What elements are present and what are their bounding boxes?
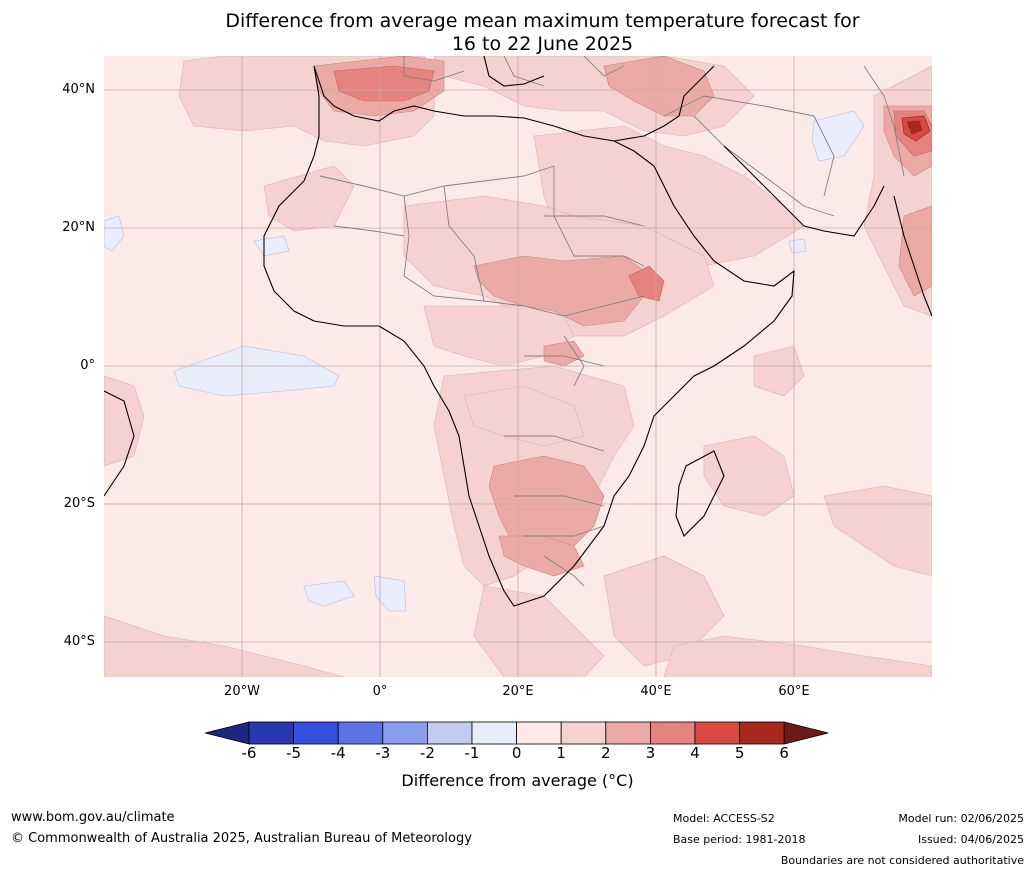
footer-disclaimer: Boundaries are not considered authoritat… <box>780 854 1024 867</box>
colorbar-segment <box>694 721 740 745</box>
lon-label-40e: 40°E <box>640 684 672 699</box>
forecast-map <box>104 56 932 677</box>
footer-issued: Issued: 04/06/2025 <box>917 833 1024 846</box>
colorbar-tick-label: -2 <box>419 744 435 762</box>
colorbar-tick-label: -1 <box>464 744 480 762</box>
colorbar-label: Difference from average (°C) <box>401 771 634 790</box>
lon-label-0: 0° <box>372 684 388 699</box>
title-line-2: 16 to 22 June 2025 <box>451 33 634 55</box>
colorbar <box>205 721 829 745</box>
colorbar-segment <box>248 721 294 745</box>
lon-label-60e: 60°E <box>778 684 810 699</box>
colorbar-tick-label: 5 <box>734 744 745 762</box>
footer-model: Model: ACCESS-S2 <box>673 812 775 825</box>
anomaly-4-to-6 <box>901 115 931 142</box>
coastlines <box>104 56 932 607</box>
colorbar-tick-label: -4 <box>330 744 346 762</box>
footer-copyright: © Commonwealth of Australia 2025, Austra… <box>11 831 472 846</box>
lat-label-20s: 20°S <box>63 496 95 511</box>
footer-model-run: Model run: 02/06/2025 <box>898 812 1024 825</box>
colorbar-segment <box>293 721 339 745</box>
colorbar-extend-low <box>205 721 250 745</box>
footer-base-period: Base period: 1981-2018 <box>673 833 806 846</box>
colorbar-segment <box>739 721 785 745</box>
colorbar-tick-label: 0 <box>511 744 522 762</box>
colorbar-segment <box>605 721 651 745</box>
colorbar-segment <box>382 721 428 745</box>
lon-label-20w: 20°W <box>224 684 260 699</box>
colorbar-segment <box>426 721 473 745</box>
country-borders <box>319 56 905 587</box>
colorbar-tick-label: 6 <box>779 744 789 762</box>
lat-label-20n: 20°N <box>62 220 95 235</box>
lon-label-20e: 20°E <box>502 684 534 699</box>
footer-website: www.bom.gov.au/climate <box>11 810 175 825</box>
colorbar-tick-label: -6 <box>241 744 257 762</box>
colorbar-segment <box>516 721 562 745</box>
lat-label-40n: 40°N <box>62 82 95 97</box>
colorbar-tick-label: -3 <box>375 744 391 762</box>
colorbar-extend-high <box>783 721 829 745</box>
colorbar-segment <box>560 721 607 745</box>
colorbar-tick-label: 4 <box>690 744 700 762</box>
lat-label-0: 0° <box>80 358 95 373</box>
colorbar-segment <box>471 721 517 745</box>
colorbar-tick-label: 2 <box>601 744 611 762</box>
anomaly-negative <box>104 110 865 612</box>
chart-title: Difference from average mean maximum tem… <box>0 10 1035 56</box>
colorbar-segment <box>337 721 384 745</box>
colorbar-tick-label: 3 <box>645 744 656 762</box>
graticule <box>104 56 932 677</box>
colorbar-segment <box>649 721 696 745</box>
colorbar-tick-label: -5 <box>286 744 302 762</box>
lat-label-40s: 40°S <box>63 634 95 649</box>
colorbar-tick-label: 1 <box>556 744 566 762</box>
title-line-1: Difference from average mean maximum tem… <box>225 10 860 32</box>
